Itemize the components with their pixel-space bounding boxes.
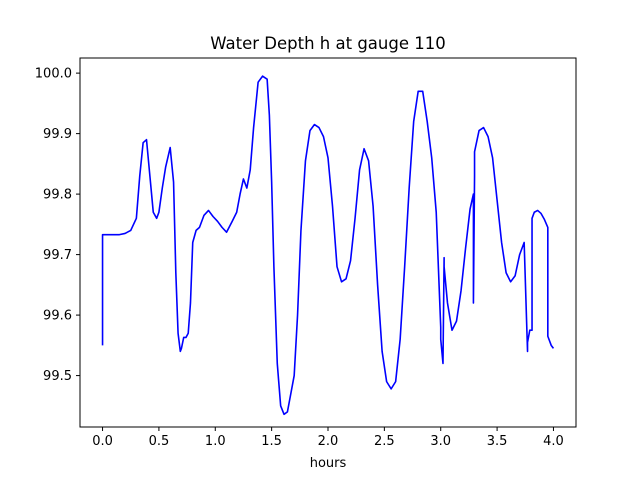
y-tick-label: 99.6 xyxy=(43,309,72,324)
x-axis-label: hours xyxy=(310,456,347,471)
x-tick-label: 3.0 xyxy=(430,434,451,449)
x-axis: 0.0 0.5 1.0 1.5 2.0 2.5 3.0 3.5 4.0 xyxy=(92,427,564,449)
plot-area xyxy=(101,75,555,416)
x-tick-label: 3.5 xyxy=(487,434,508,449)
x-tick-label: 0.0 xyxy=(92,434,113,449)
x-tick-label: 4.0 xyxy=(543,434,564,449)
x-tick-label: 1.0 xyxy=(205,434,226,449)
chart-title: Water Depth h at gauge 110 xyxy=(210,34,445,53)
series-line-0 xyxy=(101,75,555,416)
y-tick-label: 99.5 xyxy=(43,369,72,384)
x-tick-label: 1.5 xyxy=(261,434,282,449)
x-tick-label: 2.5 xyxy=(374,434,395,449)
y-tick-label: 99.7 xyxy=(43,248,72,263)
y-tick-label: 99.9 xyxy=(43,127,72,142)
y-tick-label: 100.0 xyxy=(35,67,72,82)
y-tick-label: 99.8 xyxy=(43,188,72,203)
x-tick-label: 2.0 xyxy=(318,434,339,449)
x-tick-label: 0.5 xyxy=(149,434,170,449)
y-axis: 99.5 99.6 99.7 99.8 99.9 100.0 xyxy=(35,67,80,384)
